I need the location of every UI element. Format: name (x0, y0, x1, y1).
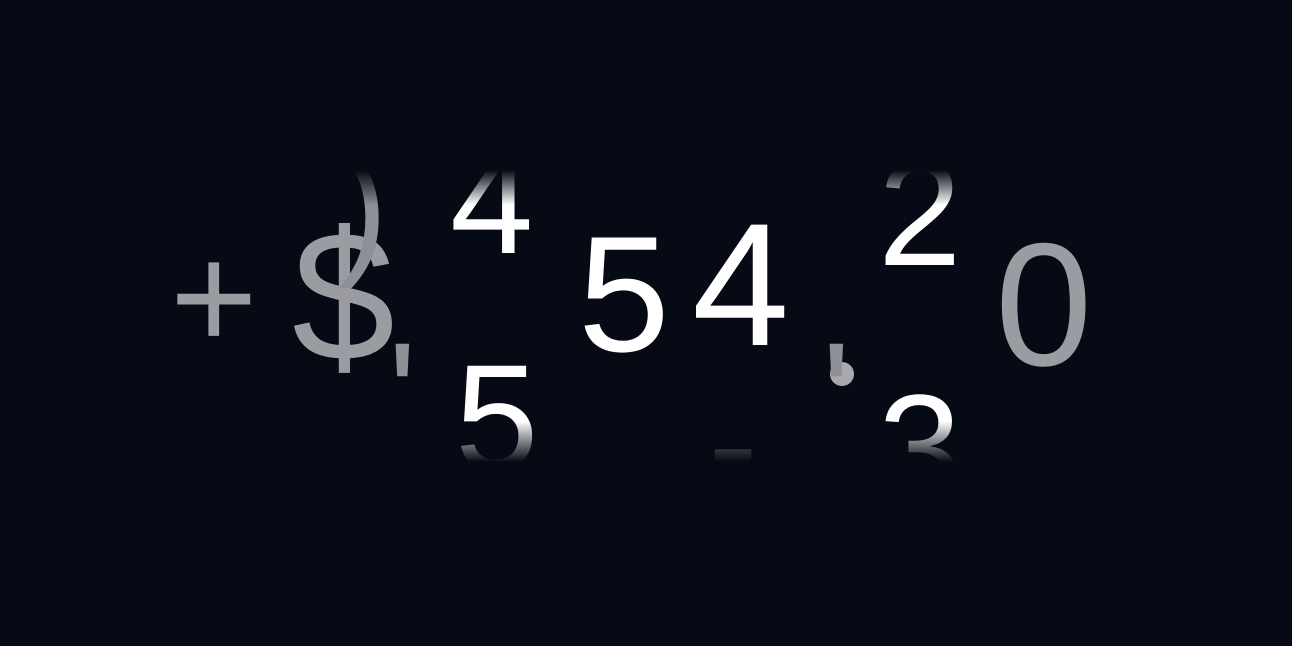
digit-0: 0 (995, 208, 1093, 403)
digit-4: 4 (692, 188, 790, 383)
dollar-sign: $ (292, 194, 395, 400)
rolling-digit-above-b: 2 (878, 170, 962, 297)
rolling-column-sep: ' (800, 170, 890, 462)
digit-5: 5 (578, 202, 670, 386)
rolling-digit-below-b: 3 (878, 363, 962, 462)
rolling-comma-b: ' (822, 311, 851, 462)
rolling-comma-a: ' (388, 311, 417, 462)
decimal-point (830, 362, 854, 386)
rolling-digit-below: 5 (455, 333, 539, 462)
rolling-column-a: 4 5 (450, 170, 570, 462)
plus-sign: + (170, 213, 258, 381)
rolling-column-dash: - (700, 170, 820, 462)
rolling-column-b: 2 3 (872, 170, 992, 462)
rolling-dash: - (708, 359, 758, 462)
rolling-digit-above: 4 (450, 170, 534, 285)
rolling-paren: ) (338, 170, 388, 289)
rolling-column-left: ) ' (330, 170, 430, 462)
